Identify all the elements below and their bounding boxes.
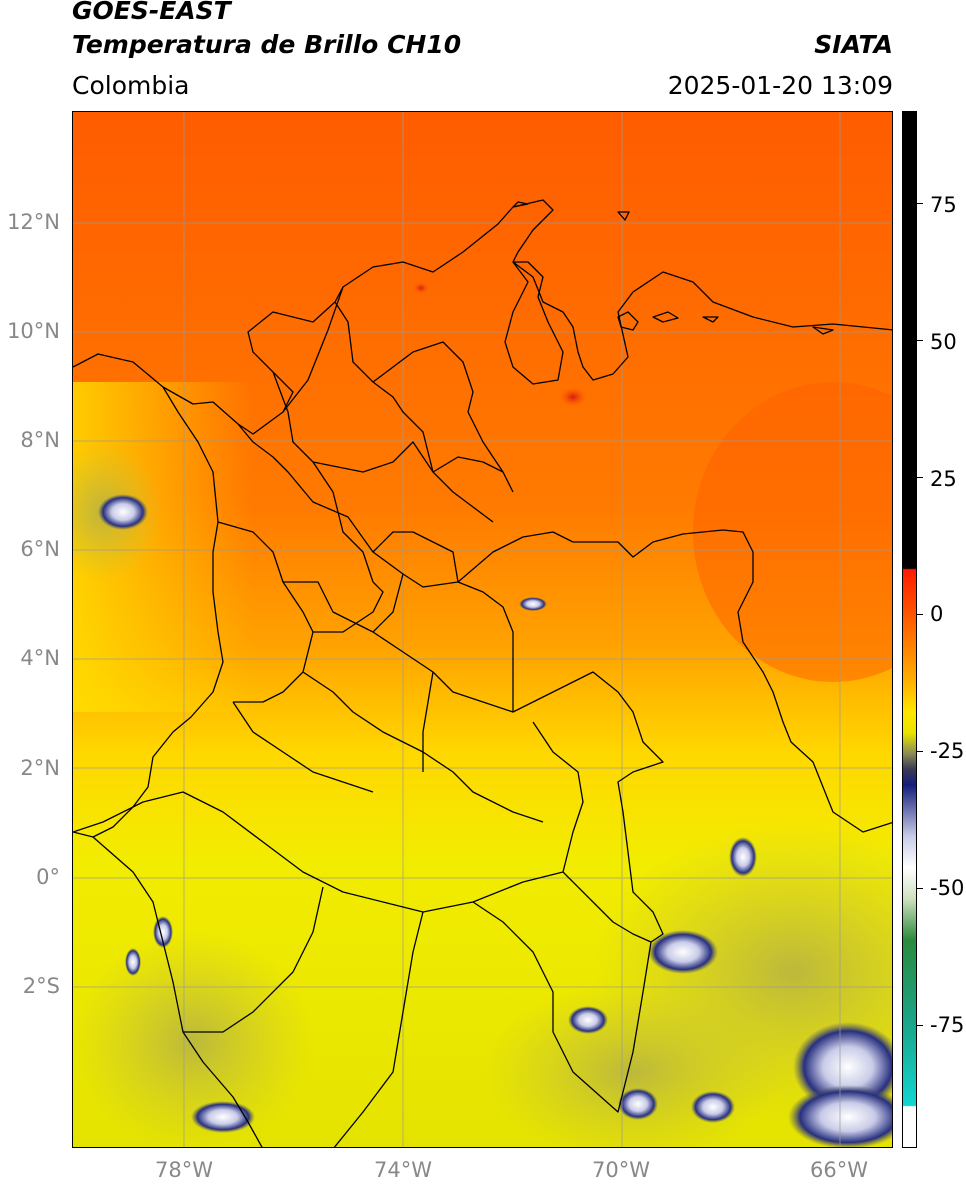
colorbar-label-0: 0	[930, 602, 944, 626]
region-label: Colombia	[72, 71, 190, 100]
satellite-title: GOES-EAST	[72, 0, 231, 25]
lat-label-4N: 4°N	[20, 646, 60, 670]
colorbar-tick	[917, 888, 923, 889]
colorbar-label-25: 25	[930, 467, 957, 491]
lat-label-2S: 2°S	[22, 974, 60, 998]
lon-label-66W: 66°W	[810, 1158, 868, 1182]
colorbar-tick	[917, 1025, 923, 1026]
colorbar-tick	[917, 203, 923, 204]
colorbar-label-minus25: -25	[930, 739, 965, 763]
colorbar-label-minus75: -75	[930, 1013, 965, 1037]
colorbar	[902, 111, 917, 1148]
datetime-label: 2025-01-20 13:09	[667, 71, 893, 100]
lat-label-2N: 2°N	[20, 756, 60, 780]
lon-label-78W: 78°W	[155, 1158, 213, 1182]
lat-label-10N: 10°N	[7, 319, 60, 343]
lat-label-12N: 12°N	[7, 210, 60, 234]
colorbar-gradient	[903, 112, 916, 1147]
brand-label: SIATA	[814, 30, 893, 59]
colorbar-label-75: 75	[930, 193, 957, 217]
lat-label-8N: 8°N	[20, 428, 60, 452]
colorbar-label-minus50: -50	[930, 876, 965, 900]
colorbar-tick	[917, 751, 923, 752]
colorbar-tick	[917, 477, 923, 478]
colorbar-tick	[917, 340, 923, 341]
map-canvas	[73, 112, 892, 1147]
satellite-map	[72, 111, 893, 1148]
colorbar-tick	[917, 614, 923, 615]
lat-label-0: 0°	[36, 865, 60, 889]
lat-label-6N: 6°N	[20, 537, 60, 561]
lon-label-70W: 70°W	[592, 1158, 650, 1182]
product-title: Temperatura de Brillo CH10	[72, 30, 462, 59]
colorbar-label-50: 50	[930, 330, 957, 354]
lon-label-74W: 74°W	[374, 1158, 432, 1182]
